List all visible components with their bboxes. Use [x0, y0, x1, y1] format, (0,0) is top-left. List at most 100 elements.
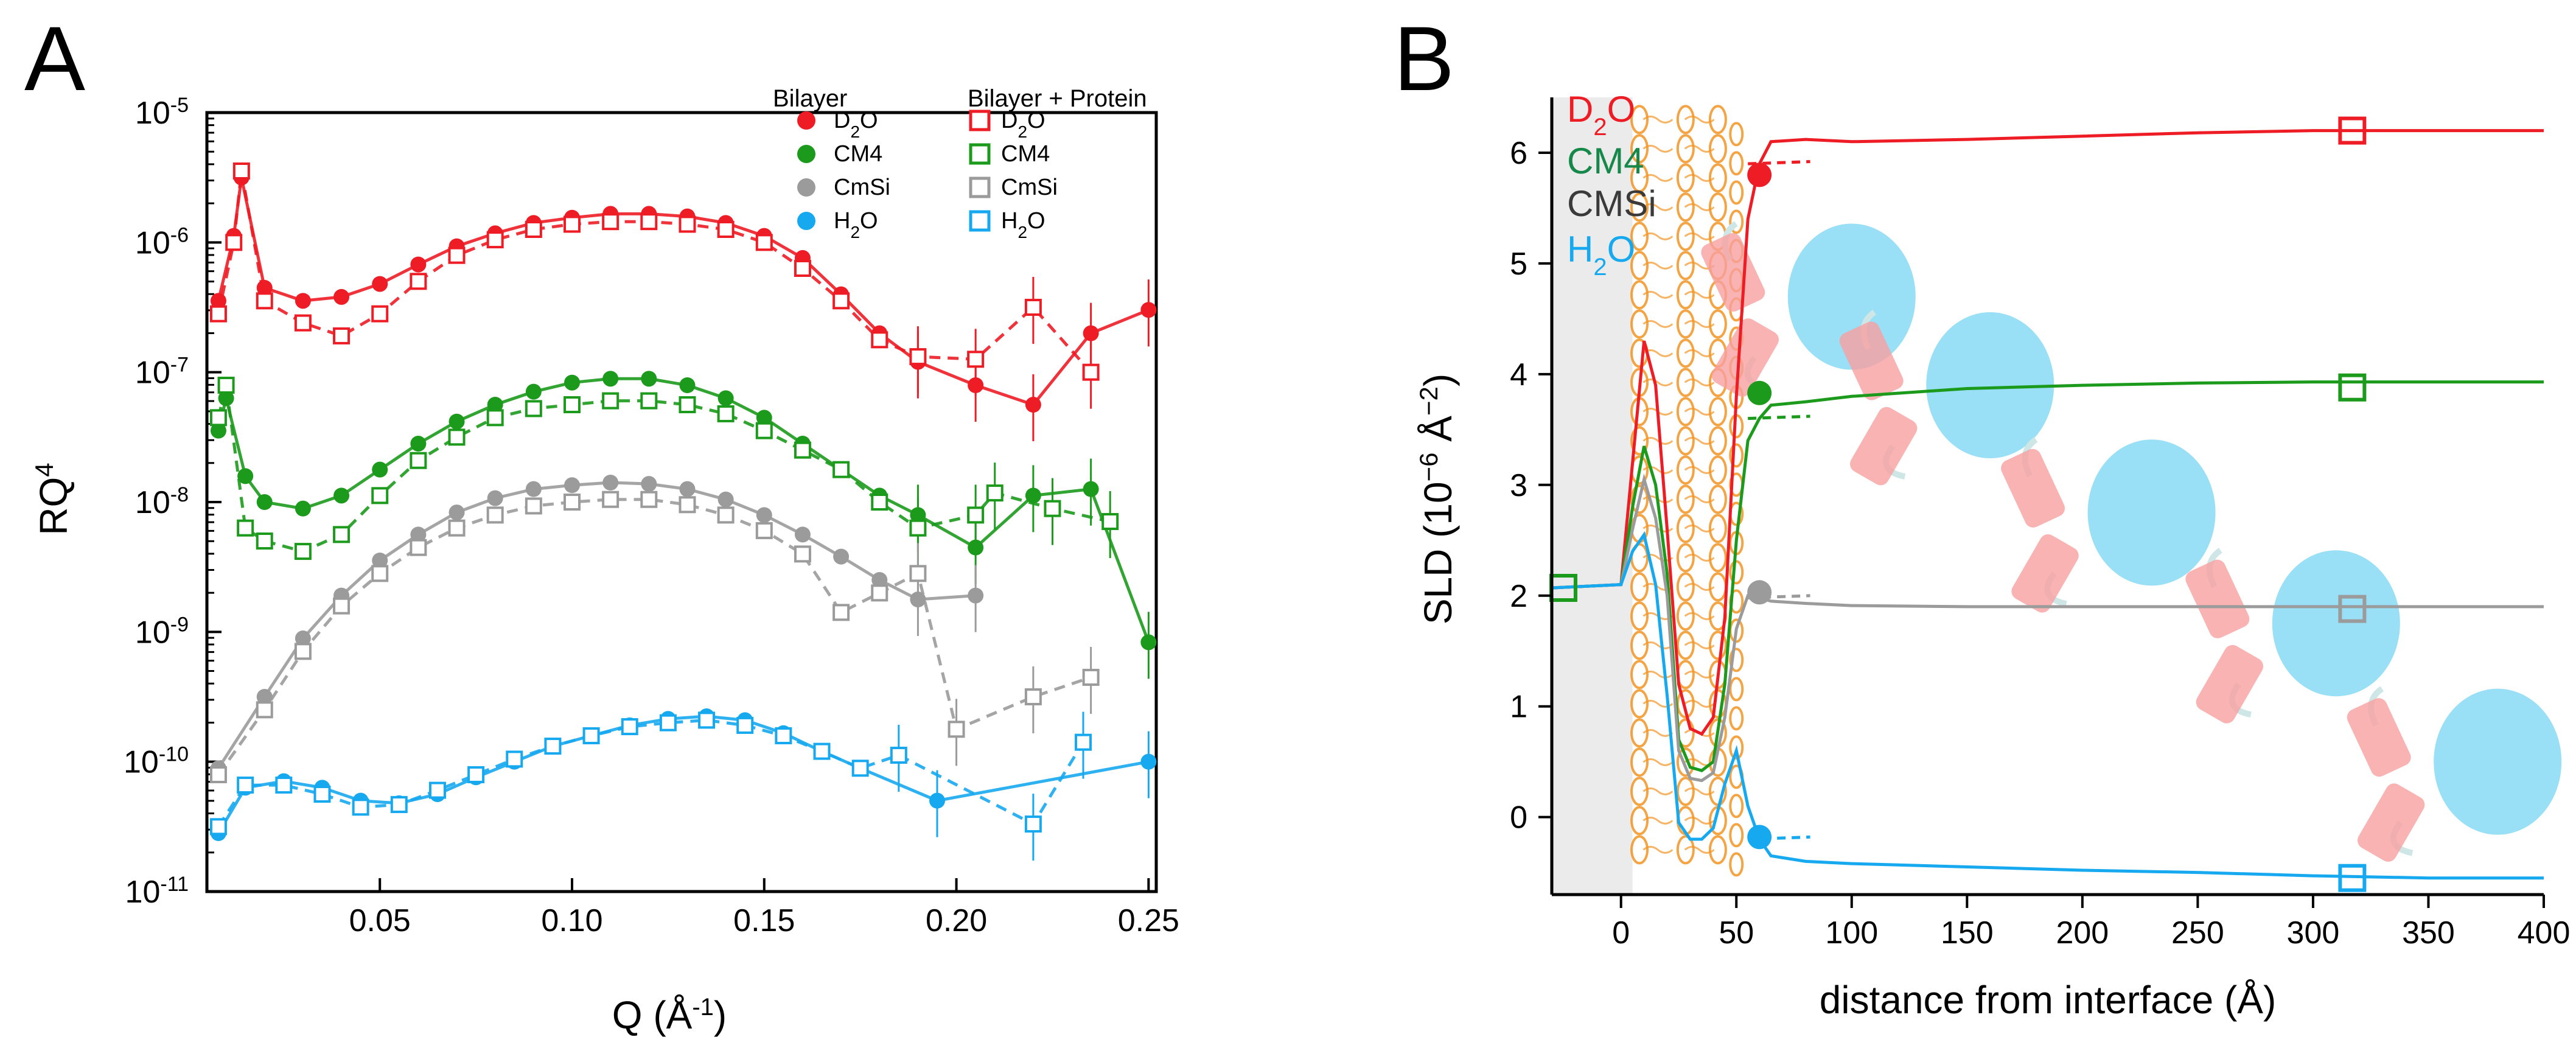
lipid-headgroup [1630, 689, 1649, 719]
panel-a-ylabel: RQ4 [30, 463, 76, 535]
lipid-headgroup [1708, 134, 1727, 164]
series-cm4-bilayer-protein [209, 377, 1119, 565]
data-point-square [890, 747, 907, 764]
lipid-tail [1684, 115, 1715, 124]
data-point-circle [564, 477, 580, 494]
sld-marker-circle-d2o [1747, 162, 1772, 187]
lipid-tail [1684, 787, 1715, 795]
data-point-square [1075, 733, 1092, 751]
data-point-square [352, 798, 369, 816]
data-point-square [225, 234, 243, 251]
sld-line-cm4 [1551, 380, 2544, 772]
data-point-square [390, 796, 408, 814]
data-point-circle [410, 436, 427, 452]
sld-marker-square-h2o [2338, 864, 2367, 892]
panel-a-chart: 0.05 0.10 0.15 0.20 0.25 10-5 10-6 10-7 10-8 10-9… [30, 85, 1179, 1037]
data-point-square [755, 522, 773, 539]
lipid-headgroup [1729, 122, 1744, 147]
data-point-circle [295, 500, 311, 517]
lipid-headgroup [1708, 105, 1727, 134]
lipid-headgroup [1676, 484, 1695, 514]
y-tick-label: 6 [1510, 136, 1527, 171]
lipid-tail [1684, 612, 1715, 620]
protein-helix [2011, 534, 2079, 613]
lipid-headgroup [1630, 309, 1649, 339]
data-point-circle [525, 481, 542, 497]
legend-protein-marker [969, 210, 991, 232]
sld-line-d2o [1551, 129, 2544, 736]
protein-helix [2185, 559, 2250, 638]
data-point-square [410, 273, 427, 290]
lipid-headgroup [1729, 706, 1744, 731]
x-tick-label: 150 [1941, 915, 1994, 951]
lipid-headgroup [1729, 560, 1744, 585]
data-point-square [755, 422, 773, 439]
protein-body [2087, 439, 2216, 586]
lipid-headgroup [1676, 134, 1695, 164]
lipid-tail [1642, 115, 1674, 124]
legend-label-h2o: H2O [1001, 208, 1045, 242]
protein-body [1926, 312, 2054, 459]
lipid-headgroup [1630, 777, 1649, 806]
data-point-circle [1140, 302, 1157, 318]
data-point-square [832, 461, 850, 478]
legend-bilayer-marker [797, 145, 815, 163]
data-point-circle [1083, 481, 1099, 497]
legend-bilayer-title: Bilayer [773, 85, 847, 112]
lipid-headgroup [1630, 806, 1649, 836]
lipid-headgroup [1729, 443, 1744, 468]
legend-protein-marker [969, 176, 991, 198]
lipid-headgroup [1630, 835, 1649, 865]
lipid-tail [1642, 845, 1674, 854]
fit-line-cmsi [217, 481, 976, 769]
lipid-headgroup [1729, 735, 1744, 760]
series-h2o-bilayer-protein [209, 711, 1092, 861]
lipid-headgroup [1676, 397, 1695, 427]
x-tick-label: 0.15 [733, 903, 795, 938]
sld-dashed-d2o [1748, 160, 1810, 166]
data-point-circle [295, 293, 311, 309]
data-point-circle [487, 490, 503, 506]
lipid-headgroup [1729, 180, 1744, 205]
sld-marker-square-d2o [2338, 116, 2367, 145]
lipid-tail [1684, 232, 1715, 240]
lipid-headgroup [1708, 309, 1727, 339]
lipid-headgroup [1630, 222, 1649, 251]
lipid-headgroup [1676, 630, 1695, 660]
data-point-square [256, 292, 273, 310]
data-point-circle [333, 487, 350, 504]
lipid-tail [1684, 407, 1715, 416]
data-point-square [410, 539, 427, 556]
lipid-headgroup [1630, 601, 1649, 631]
data-point-circle [410, 256, 427, 273]
data-point-square [1082, 363, 1100, 381]
data-point-square [333, 526, 351, 543]
lipid-headgroup [1676, 192, 1695, 222]
legend-bilayer-marker [797, 111, 815, 130]
data-point-circle [372, 276, 388, 292]
x-tick-label: 100 [1825, 915, 1878, 951]
data-point-square [909, 565, 927, 582]
data-point-square [909, 348, 927, 366]
lipid-tail [1684, 582, 1715, 591]
protein-2 [1839, 309, 2054, 486]
protein-4 [2185, 548, 2400, 724]
data-point-square [851, 759, 869, 777]
panel-b-xlabel: distance from interface (Å) [1820, 978, 2277, 1022]
data-point-square [467, 766, 485, 783]
panel-b-letter: B [1394, 7, 1454, 110]
protein-helix [2357, 783, 2425, 862]
legend-label-d2o: D2O [834, 108, 878, 141]
protein-helix [2001, 449, 2065, 528]
x-tick-label: 0.20 [926, 903, 987, 938]
lipid-headgroup [1630, 747, 1649, 777]
data-point-square [256, 532, 273, 550]
fit-line-cmsi [217, 498, 1092, 776]
data-point-circle [237, 468, 254, 484]
lipid-tail [1642, 173, 1674, 182]
sld-line-cmsi [1551, 473, 2544, 783]
lipid-tail [1642, 728, 1674, 737]
legend-label-cm4: CM4 [1001, 141, 1050, 167]
lipid-headgroup [1676, 601, 1695, 631]
